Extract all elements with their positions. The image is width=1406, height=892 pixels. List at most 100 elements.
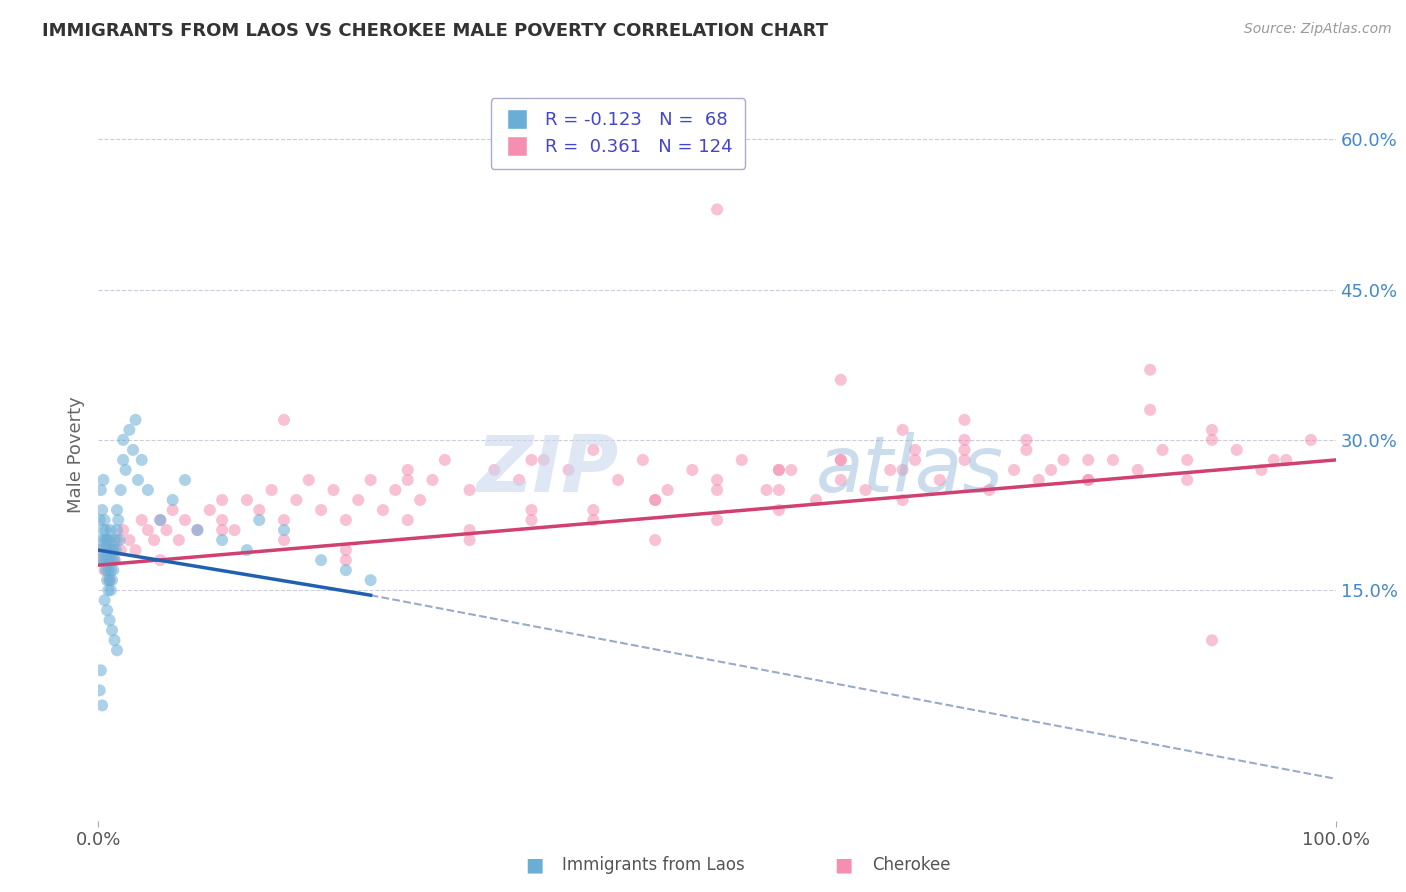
Point: [1139, 363, 1161, 377]
Point: [96, 533, 118, 547]
Point: [309, 553, 332, 567]
Point: [830, 453, 852, 467]
Point: [112, 453, 135, 467]
Point: [103, 553, 125, 567]
Point: [94, 523, 117, 537]
Point: [136, 483, 159, 497]
Point: [1015, 433, 1038, 447]
Point: [891, 493, 914, 508]
Point: [155, 523, 177, 537]
Point: [122, 442, 145, 457]
Point: [89, 553, 111, 567]
Point: [396, 473, 419, 487]
Point: [731, 453, 754, 467]
Point: [582, 513, 605, 527]
Point: [100, 543, 122, 558]
Point: [1201, 633, 1223, 648]
Text: atlas: atlas: [815, 432, 1004, 508]
Point: [1077, 473, 1099, 487]
Point: [149, 513, 172, 527]
Point: [91, 543, 114, 558]
Point: [706, 513, 728, 527]
Text: ZIP: ZIP: [475, 432, 619, 508]
Point: [236, 543, 259, 558]
Point: [1201, 423, 1223, 437]
Point: [904, 442, 927, 457]
Point: [1028, 473, 1050, 487]
Point: [211, 513, 233, 527]
Point: [211, 533, 233, 547]
Point: [211, 523, 233, 537]
Point: [582, 503, 605, 517]
Point: [90, 533, 112, 547]
Point: [89, 513, 111, 527]
Point: [100, 523, 122, 537]
Point: [768, 483, 790, 497]
Point: [94, 543, 117, 558]
Point: [384, 483, 406, 497]
Point: [247, 513, 270, 527]
Point: [644, 493, 666, 508]
Point: [149, 553, 172, 567]
Point: [273, 413, 295, 427]
Point: [433, 453, 456, 467]
Point: [644, 493, 666, 508]
Point: [1250, 463, 1272, 477]
Point: [768, 463, 790, 477]
Point: [131, 513, 153, 527]
Point: [94, 563, 117, 577]
Point: [98, 553, 121, 567]
Point: [830, 373, 852, 387]
Point: [347, 493, 370, 508]
Point: [891, 423, 914, 437]
Point: [90, 483, 112, 497]
Point: [360, 473, 382, 487]
Point: [162, 493, 184, 508]
Text: Source: ZipAtlas.com: Source: ZipAtlas.com: [1244, 22, 1392, 37]
Point: [322, 483, 344, 497]
Point: [285, 493, 308, 508]
Point: [174, 473, 197, 487]
Point: [396, 463, 419, 477]
Point: [855, 483, 877, 497]
Point: [396, 513, 419, 527]
Point: [93, 523, 115, 537]
Point: [105, 503, 128, 517]
Point: [105, 643, 128, 657]
Point: [1175, 453, 1198, 467]
Point: [93, 473, 115, 487]
Point: [104, 543, 127, 558]
Point: [644, 533, 666, 547]
Point: [458, 533, 481, 547]
Point: [1052, 453, 1074, 467]
Point: [124, 413, 146, 427]
Point: [1102, 453, 1125, 467]
Point: [953, 442, 976, 457]
Point: [681, 463, 703, 477]
Point: [101, 573, 124, 587]
Point: [93, 563, 115, 577]
Point: [768, 463, 790, 477]
Point: [114, 463, 136, 477]
Point: [484, 463, 506, 477]
Point: [198, 503, 221, 517]
Point: [98, 613, 121, 627]
Point: [953, 433, 976, 447]
Point: [360, 573, 382, 587]
Point: [409, 493, 432, 508]
Point: [298, 473, 321, 487]
Point: [335, 553, 357, 567]
Point: [224, 523, 246, 537]
Point: [1263, 453, 1285, 467]
Point: [706, 202, 728, 217]
Point: [108, 533, 131, 547]
Point: [371, 503, 394, 517]
Point: [96, 533, 118, 547]
Point: [162, 503, 184, 517]
Point: [953, 413, 976, 427]
Y-axis label: Male Poverty: Male Poverty: [66, 397, 84, 513]
Point: [89, 543, 111, 558]
Point: [100, 563, 122, 577]
Point: [309, 503, 332, 517]
Point: [1152, 442, 1174, 457]
